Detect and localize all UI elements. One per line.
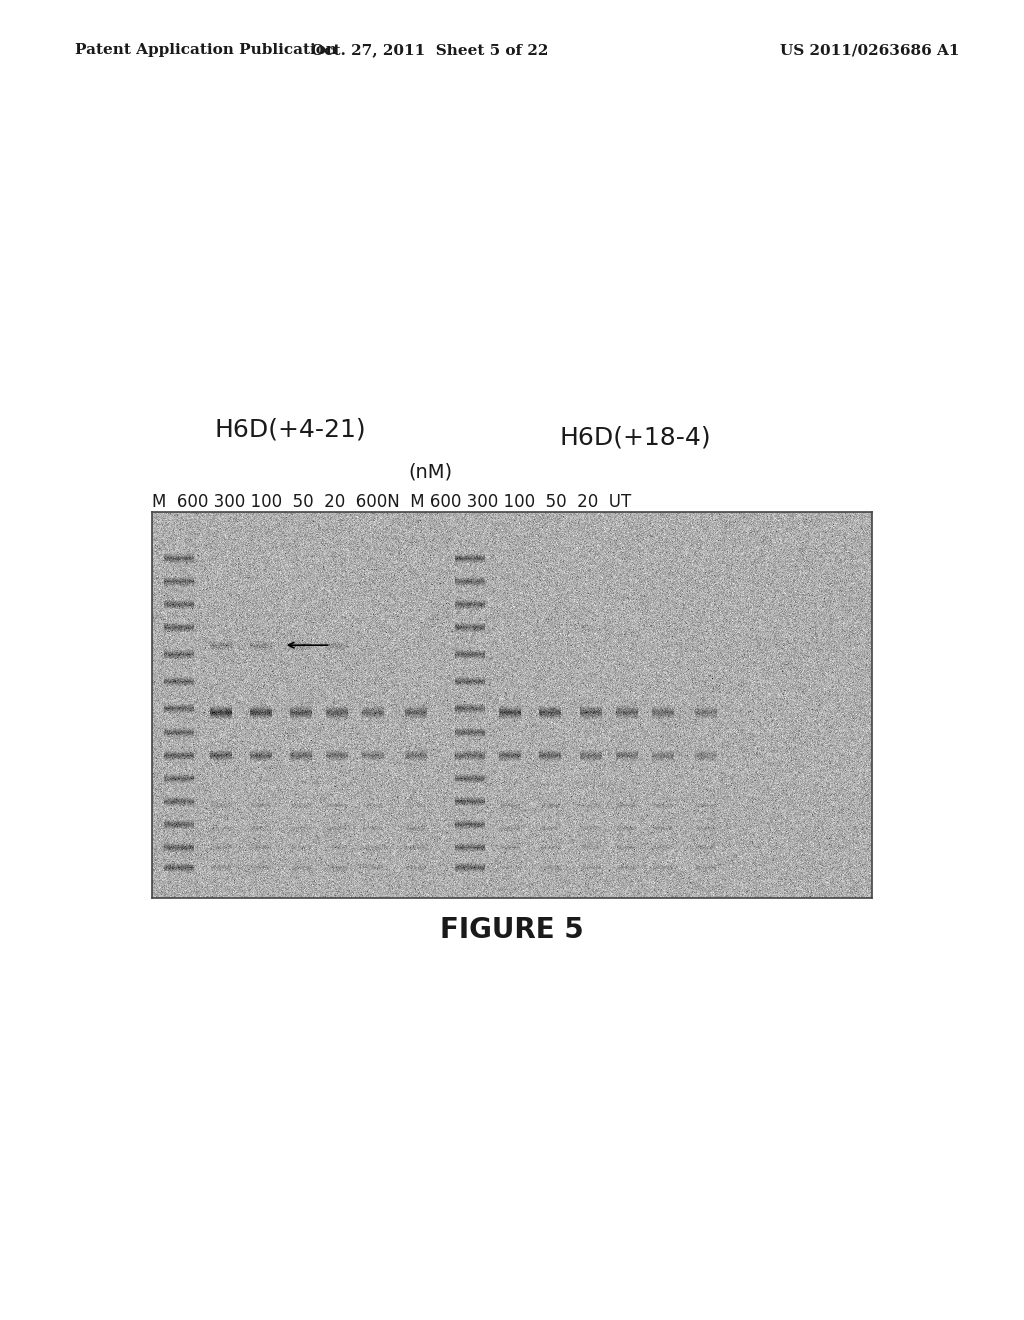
Text: M  600 300 100  50  20  600N  M 600 300 100  50  20  UT: M 600 300 100 50 20 600N M 600 300 100 5… xyxy=(152,492,631,511)
Text: FIGURE 5: FIGURE 5 xyxy=(440,916,584,944)
Text: Patent Application Publication: Patent Application Publication xyxy=(75,44,337,57)
Text: US 2011/0263686 A1: US 2011/0263686 A1 xyxy=(780,44,961,57)
Text: H6D(+18-4): H6D(+18-4) xyxy=(559,426,711,450)
Text: (nM): (nM) xyxy=(408,462,452,482)
Text: Oct. 27, 2011  Sheet 5 of 22: Oct. 27, 2011 Sheet 5 of 22 xyxy=(311,44,549,57)
Text: H6D(+4-21): H6D(+4-21) xyxy=(214,418,366,442)
